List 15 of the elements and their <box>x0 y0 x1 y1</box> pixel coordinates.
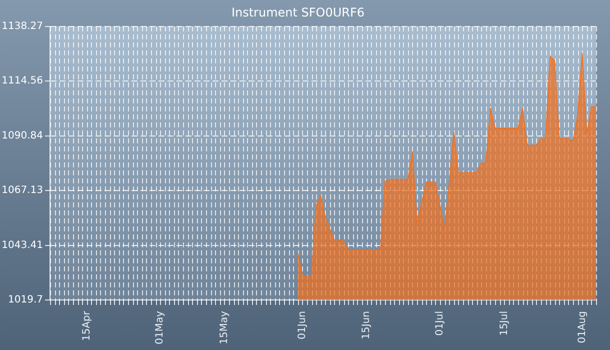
y-tick-label: 1019.7 <box>8 294 43 306</box>
y-tick-label: 1043.41 <box>2 240 43 251</box>
x-tick-label: 01Jun <box>296 311 308 340</box>
x-tick-label: 15May <box>218 310 230 344</box>
y-tick-label: 1067.13 <box>2 185 43 196</box>
x-tick-label: 01Jul <box>434 311 446 336</box>
y-tick-label: 1114.56 <box>2 76 43 87</box>
x-tick-label: 01May <box>154 310 166 344</box>
chart-title: Instrument SFO0URF6 <box>231 5 365 20</box>
y-tick-label: 1090.84 <box>2 130 43 142</box>
x-tick-label: 15Apr <box>81 310 92 342</box>
y-tick-label: 1138.27 <box>2 20 43 32</box>
x-tick-label: 15Jul <box>498 311 510 336</box>
x-tick-label: 01Aug <box>576 311 588 344</box>
x-tick-label: 15Jun <box>361 311 372 340</box>
